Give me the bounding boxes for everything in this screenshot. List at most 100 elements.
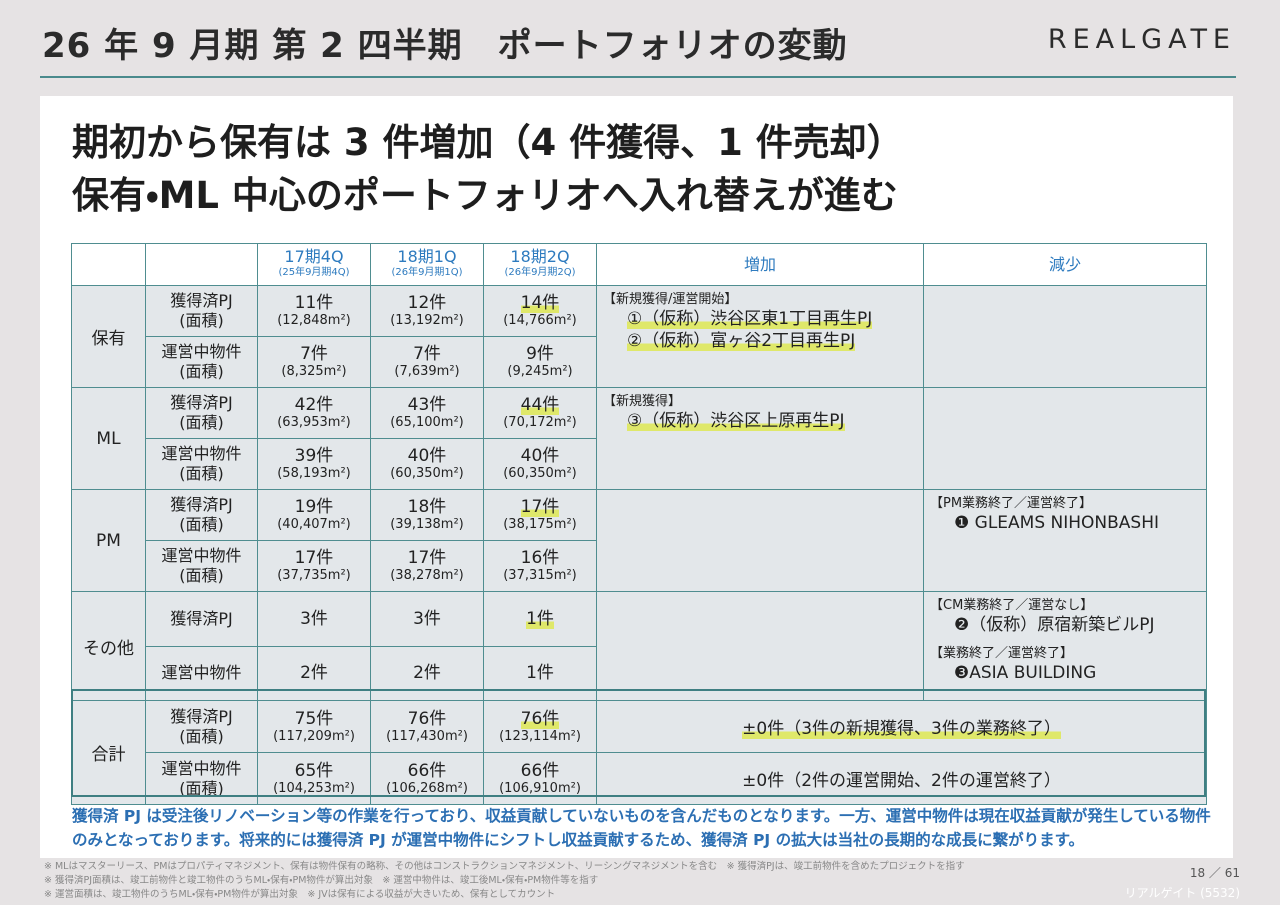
change-item: ❷（仮称）原宿新築ビルPJ xyxy=(930,614,1200,636)
value-cell: 1件 xyxy=(483,591,597,647)
company: リアルゲイト (5532) xyxy=(1124,886,1240,900)
headline-line: 保有・ML 中心のポートフォリオへ入れ替えが進む xyxy=(72,174,898,217)
count: 18件 xyxy=(371,497,483,517)
value-cell: 17件 (38,175m²) xyxy=(483,489,597,541)
row-label: 運営中物件 xyxy=(145,645,258,701)
page-number: 18 ／ 61 xyxy=(1189,866,1240,880)
count-text: 39件 xyxy=(294,446,334,466)
count: 76件 xyxy=(484,708,596,729)
table-row: ML 獲得済PJ (面積) 42件 (63,953m²) 43件 (65,100m²) 44件… xyxy=(71,387,1207,490)
change-heading: 【CM業務終了／運営なし】 xyxy=(930,598,1094,613)
row-label: 獲得済PJ (面積) xyxy=(145,489,258,541)
value-cell: 75件 (117,209m²) xyxy=(257,700,371,753)
row-label-line: 運営中物件 xyxy=(161,342,242,361)
increase-cell: 【新規獲得】 ③（仮称）渋谷区上原再生PJ xyxy=(596,387,924,490)
row-label-line: 運営中物件 xyxy=(161,444,242,463)
count: 7件 xyxy=(371,344,483,364)
table-row: 運営中物件 (面積) 65件 (104,253m²) 66件 (106,268m²) 66件… xyxy=(72,752,1207,805)
period-header: 17期4Q (25年9月期4Q) xyxy=(257,243,371,286)
value-cell: 3件 xyxy=(370,591,484,647)
area: (106,268m²) xyxy=(371,781,483,797)
area-text: (117,430m²) xyxy=(386,728,468,744)
value-cell: 9件 (9,245m²) xyxy=(483,336,597,388)
area-text: (58,193m²) xyxy=(277,466,351,481)
count: 40件 xyxy=(371,446,483,466)
value-cell: 7件 (8,325m²) xyxy=(257,336,371,388)
count: 3件 xyxy=(371,609,483,629)
row-label: 運営中物件 (面積) xyxy=(145,752,258,805)
period-sub: (26年9月期1Q) xyxy=(391,266,463,278)
headline: 期初から保有は 3 件増加（4 件獲得、1 件売却） 保有・ML 中心のポートフ… xyxy=(72,116,904,222)
decrease-cell xyxy=(923,285,1207,388)
period-label: 17期4Q xyxy=(284,246,344,266)
area: (70,172m²) xyxy=(484,415,596,431)
period-header: 18期2Q (26年9月期2Q) xyxy=(483,243,597,286)
area-text: (106,910m²) xyxy=(499,780,581,796)
increase-cell xyxy=(596,591,924,701)
change-item-text: ②（仮称）富ヶ谷2丁目再生PJ xyxy=(627,331,856,351)
area: (117,430m²) xyxy=(371,729,483,745)
area: (63,953m²) xyxy=(258,415,370,431)
area-text: (13,192m²) xyxy=(390,313,464,328)
change-item: ❶ GLEAMS NIHONBASHI xyxy=(930,512,1200,534)
decrease-cell: 【CM業務終了／運営なし】 ❷（仮称）原宿新築ビルPJ 【業務終了／運営終了】 ❸AS… xyxy=(923,591,1207,701)
area: (60,350m²) xyxy=(484,466,596,482)
change-block: 【新規獲得/運営開始】 ①（仮称）渋谷区東1丁目再生PJ ②（仮称）富ヶ谷2丁目再生… xyxy=(603,292,917,352)
count-text: 2件 xyxy=(413,663,441,684)
increase-cell xyxy=(596,489,924,592)
area: (40,407m²) xyxy=(258,517,370,533)
area-text: (70,172m²) xyxy=(503,415,577,430)
count: 66件 xyxy=(484,761,596,781)
decrease-header: 減少 xyxy=(923,243,1207,286)
change-block: 【新規獲得】 ③（仮称）渋谷区上原再生PJ xyxy=(603,394,917,432)
change-item-text: ③（仮称）渋谷区上原再生PJ xyxy=(627,411,845,431)
row-label-line: 運営中物件 xyxy=(161,758,242,778)
value-cell: 65件 (104,253m²) xyxy=(257,752,371,805)
value-cell: 19件 (40,407m²) xyxy=(257,489,371,541)
period-header: 18期1Q (26年9月期1Q) xyxy=(370,243,484,286)
change-block: 【業務終了／運営終了】 ❸ASIA BUILDING xyxy=(930,646,1200,684)
total-change-text: ±0件（2件の運営開始、2件の運営終了） xyxy=(742,771,1061,791)
area: (123,114m²) xyxy=(484,729,596,745)
value-cell: 14件 (14,766m²) xyxy=(483,285,597,337)
area: (14,766m²) xyxy=(484,313,596,329)
area: (65,100m²) xyxy=(371,415,483,431)
count-text: 11件 xyxy=(294,293,334,313)
period-sub: (26年9月期2Q) xyxy=(504,266,576,278)
value-cell: 39件 (58,193m²) xyxy=(257,438,371,490)
area: (117,209m²) xyxy=(258,729,370,745)
count-text: 18件 xyxy=(407,497,447,517)
row-label-line: (面積) xyxy=(179,778,224,798)
count: 17件 xyxy=(258,548,370,568)
count-text: 17件 xyxy=(407,548,447,568)
count-text: 2件 xyxy=(300,663,328,684)
area-text: (60,350m²) xyxy=(503,466,577,481)
change-item: ③（仮称）渋谷区上原再生PJ xyxy=(603,410,917,432)
change-heading: 【PM業務終了／運営終了】 xyxy=(930,496,1093,511)
count: 3件 xyxy=(258,609,370,629)
row-label-line: 獲得済PJ xyxy=(170,495,233,514)
value-cell: 43件 (65,100m²) xyxy=(370,387,484,439)
area: (37,735m²) xyxy=(258,568,370,584)
count: 9件 xyxy=(484,344,596,364)
count-text: 42件 xyxy=(294,395,334,415)
count-text: 76件 xyxy=(407,708,447,729)
count: 65件 xyxy=(258,761,370,781)
count-text: 17件 xyxy=(294,548,334,568)
count-text: 65件 xyxy=(294,760,334,781)
change-item-text: ❷（仮称）原宿新築ビルPJ xyxy=(954,615,1155,635)
count: 17件 xyxy=(371,548,483,568)
count-text: 43件 xyxy=(407,395,447,415)
period-label: 18期2Q xyxy=(510,246,570,266)
area: (7,639m²) xyxy=(371,364,483,380)
count-text: 9件 xyxy=(526,344,554,364)
table-row: 運営中物件 2件 2件 1件 xyxy=(72,645,1207,701)
area-text: (117,209m²) xyxy=(273,728,355,744)
row-label-line: 運営中物件 xyxy=(161,663,242,683)
total-change-text: ±0件（3件の新規獲得、3件の業務終了） xyxy=(742,719,1061,739)
row-label: 獲得済PJ (面積) xyxy=(145,700,258,753)
count-text: 1件 xyxy=(526,608,554,629)
value-cell: 2件 xyxy=(370,645,484,701)
